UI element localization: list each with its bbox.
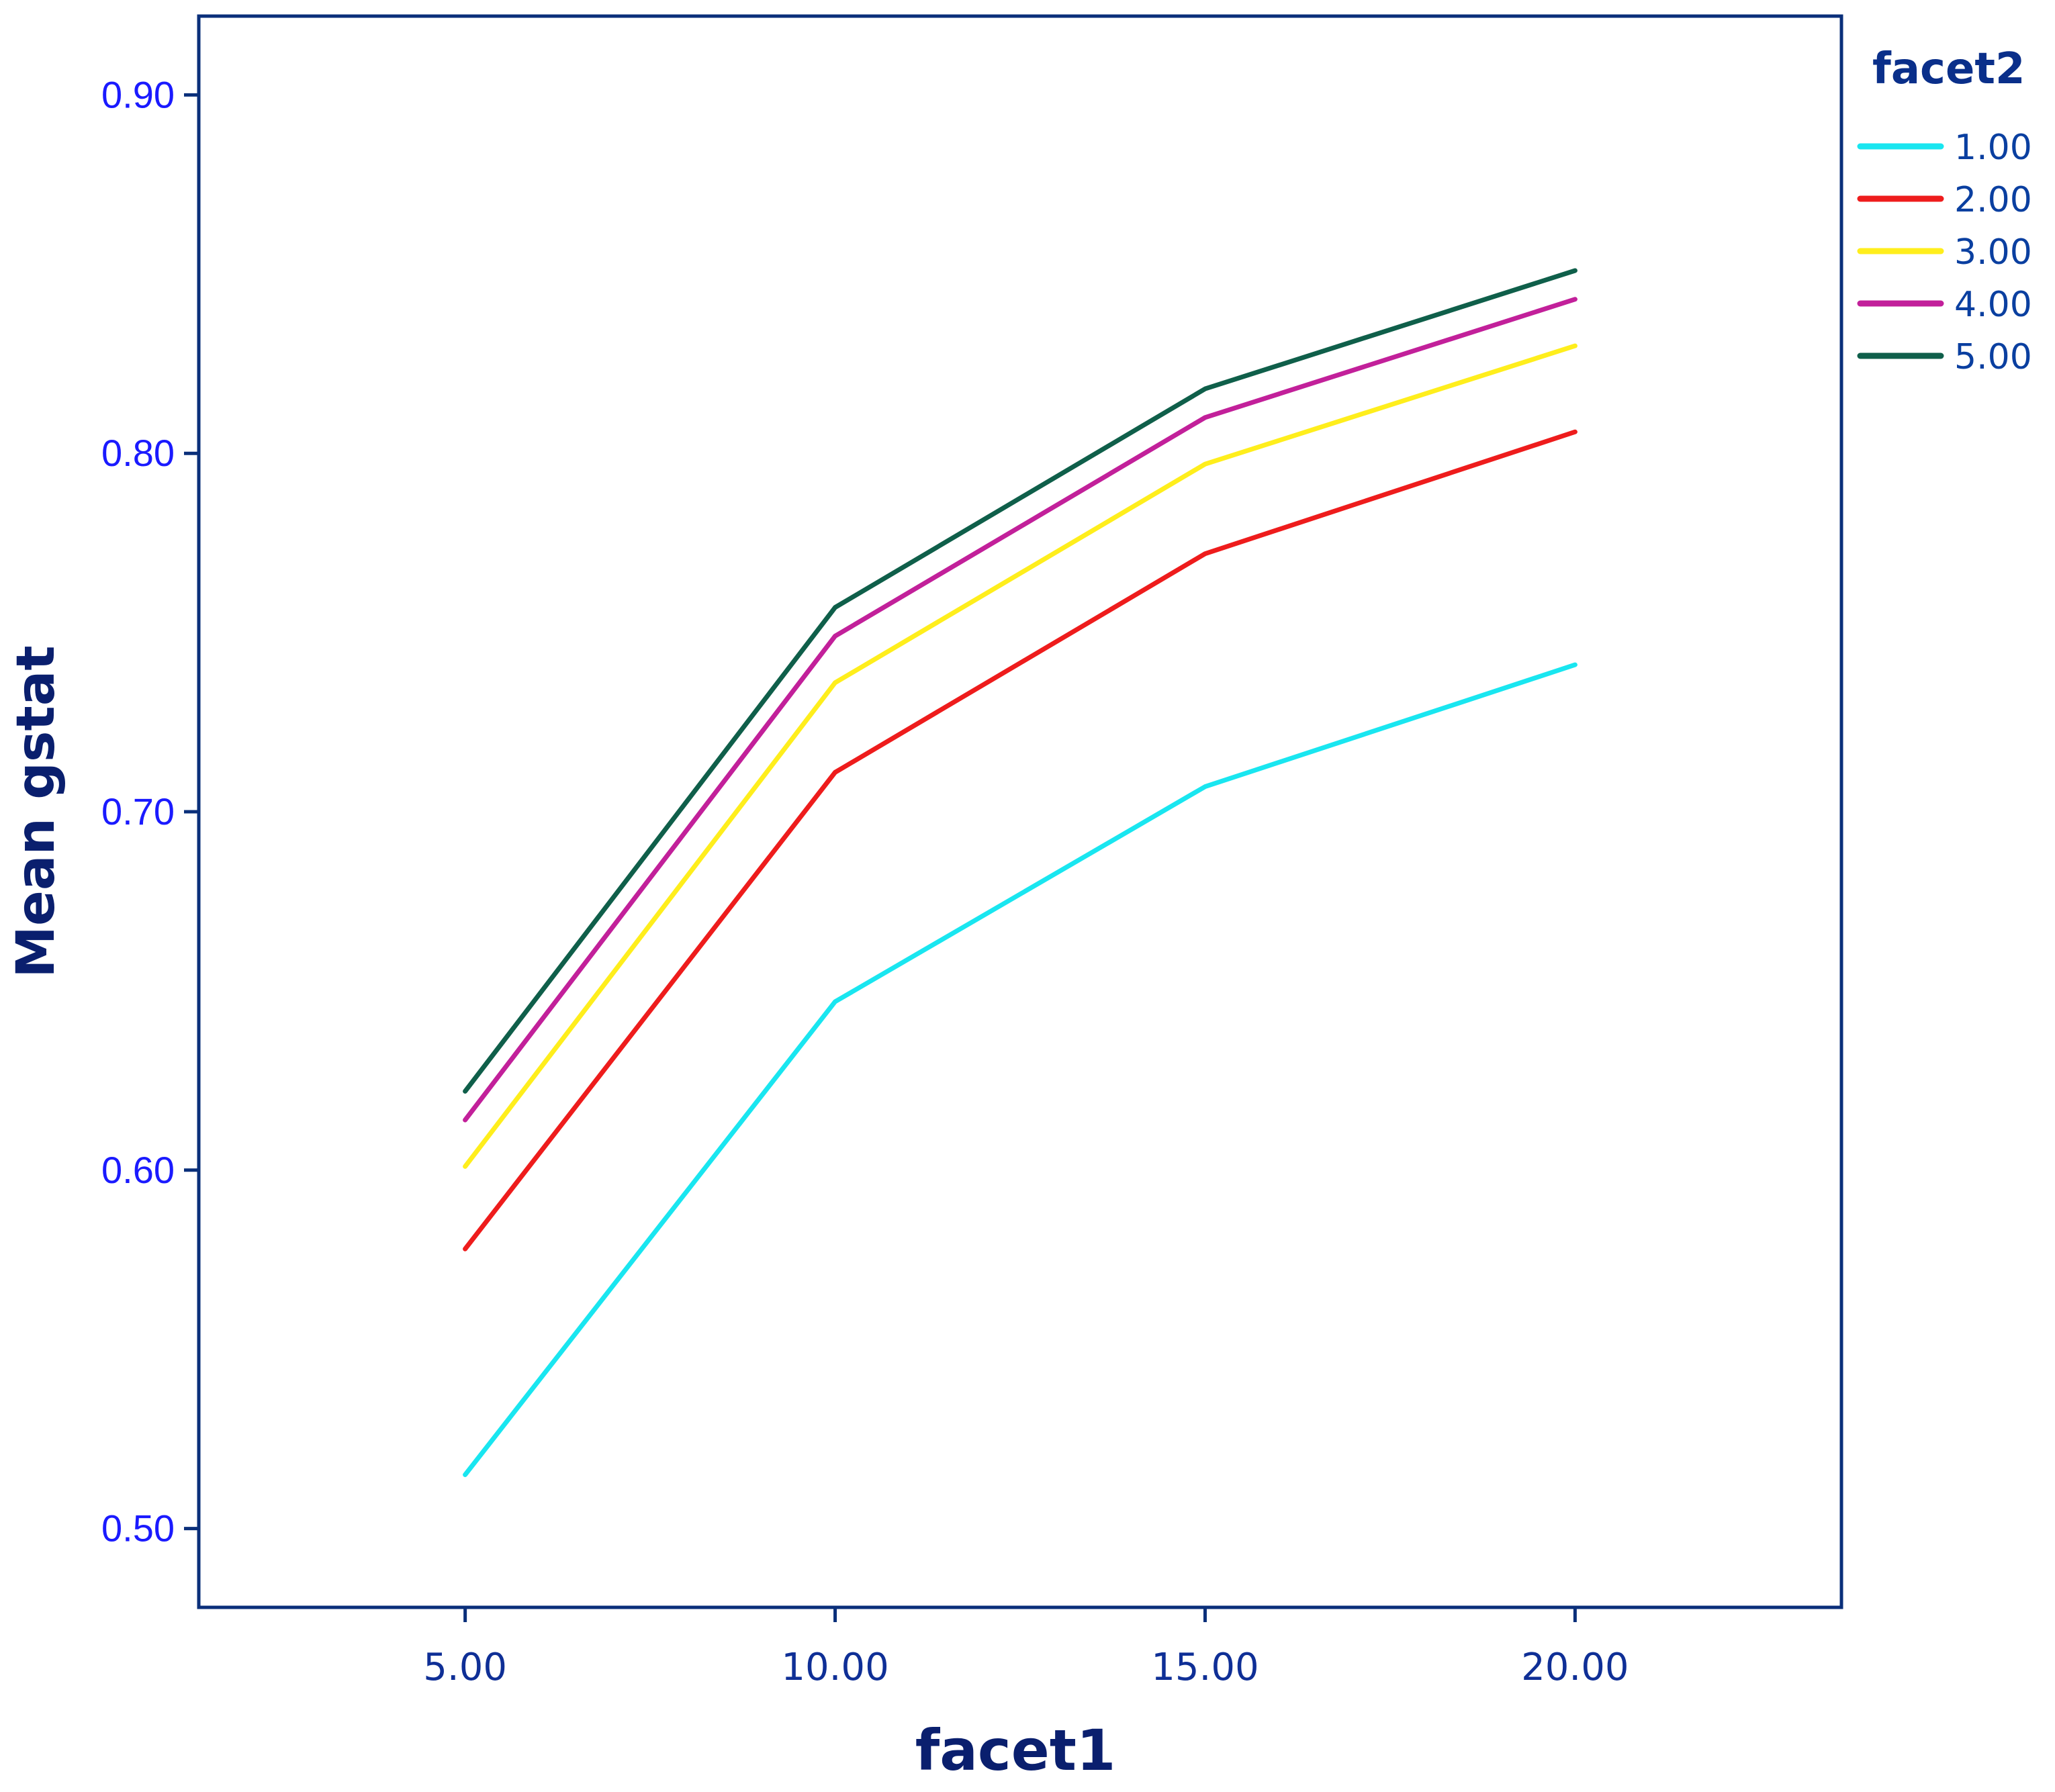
x-axis: 5.00 10.00 15.00 20.00 [423, 1607, 1629, 1689]
y-tick-label: 0.70 [101, 790, 175, 833]
series-layer [463, 268, 1578, 1477]
legend-label-2: 2.00 [1954, 180, 2032, 220]
legend-label-4: 4.00 [1954, 285, 2032, 325]
x-tick-label: 20.00 [1521, 1646, 1629, 1689]
x-tick-label: 10.00 [781, 1646, 888, 1689]
series-line-1 [463, 662, 1578, 1477]
legend-title: facet2 [1872, 44, 2025, 94]
y-tick-label: 0.60 [101, 1149, 175, 1191]
series-line-4 [463, 297, 1578, 1123]
series-line-2 [463, 429, 1578, 1252]
y-tick-label: 0.80 [101, 432, 175, 474]
plot-frame [197, 14, 1843, 1609]
y-tick-label: 0.90 [101, 73, 175, 115]
y-axis-title: Mean gstat [6, 645, 66, 978]
series-line-5 [463, 268, 1578, 1094]
legend-label-1: 1.00 [1954, 128, 2032, 168]
legend-label-5: 5.00 [1954, 337, 2032, 377]
legend: facet2 1.00 2.00 3.00 4.00 5.00 [1857, 44, 2032, 377]
y-axis: 0.50 0.60 0.70 0.80 0.90 [101, 73, 199, 1550]
legend-label-3: 3.00 [1954, 232, 2032, 273]
series-line-3 [463, 343, 1578, 1169]
y-tick-label: 0.50 [101, 1507, 175, 1550]
x-tick-label: 15.00 [1151, 1646, 1259, 1689]
x-tick-label: 5.00 [423, 1646, 507, 1689]
x-axis-title: facet1 [915, 1717, 1116, 1783]
